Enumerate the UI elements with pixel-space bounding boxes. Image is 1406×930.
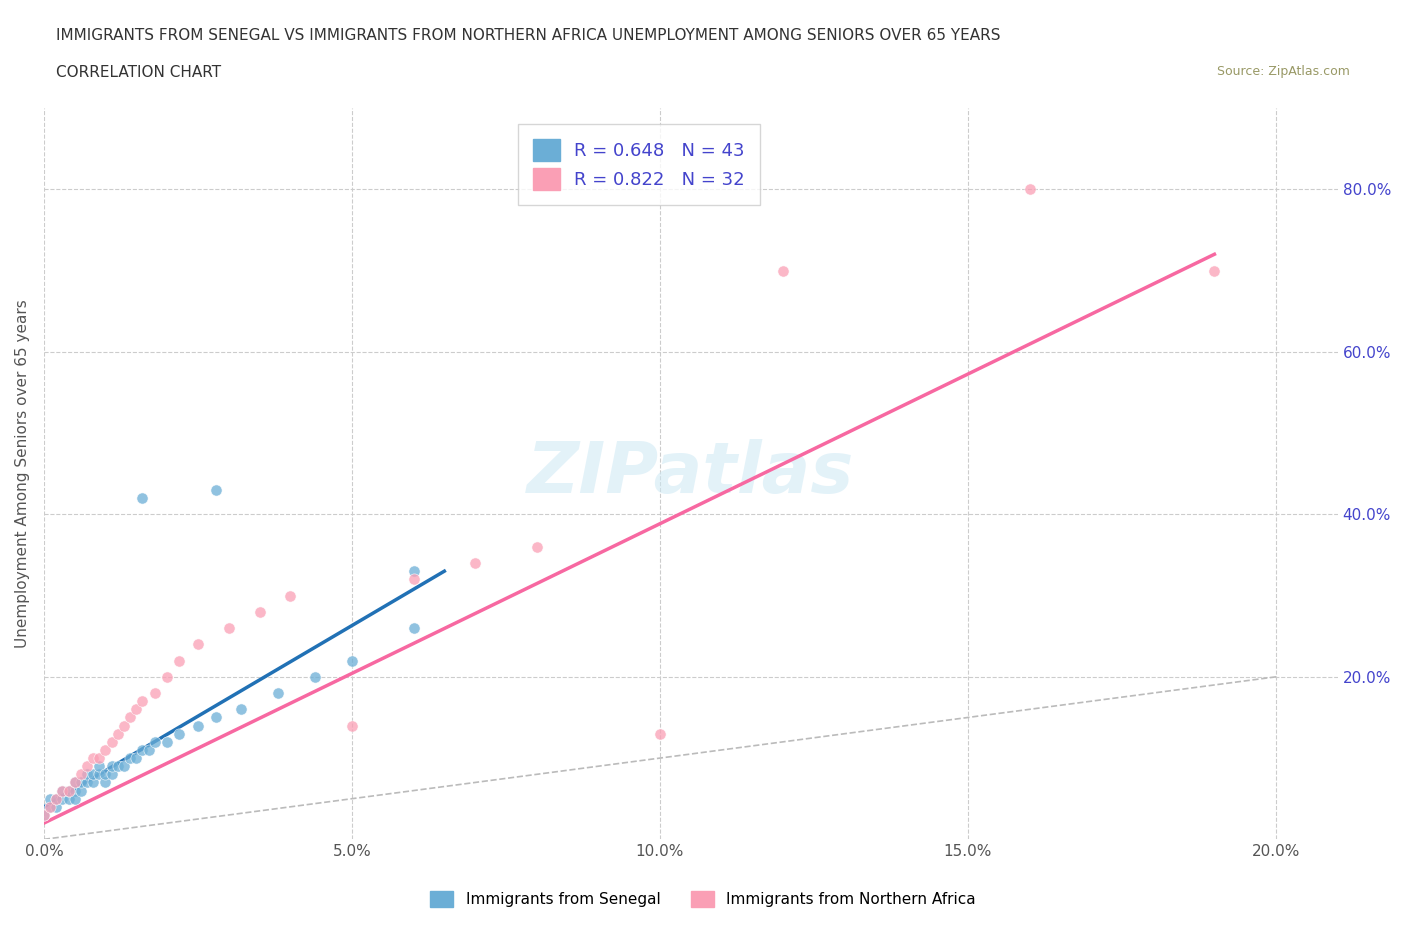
Point (76, 759, 98, 774)
Point (156, 670, 179, 684)
Point (63, 791, 86, 806)
Point (58, 783, 80, 798)
Point (39, 791, 62, 806)
Point (340, 653, 363, 668)
Point (70, 783, 93, 798)
Point (526, 539, 548, 554)
Point (89, 751, 111, 765)
Point (39, 800, 62, 815)
Y-axis label: Unemployment Among Seniors over 65 years: Unemployment Among Seniors over 65 years (15, 299, 30, 648)
Point (120, 751, 142, 765)
Point (107, 759, 129, 774)
Point (63, 783, 86, 798)
Point (169, 726, 191, 741)
Point (82, 775, 104, 790)
Text: CORRELATION CHART: CORRELATION CHART (56, 65, 221, 80)
Point (45, 791, 67, 806)
Text: Source: ZipAtlas.com: Source: ZipAtlas.com (1216, 65, 1350, 78)
Text: ZIPatlas: ZIPatlas (527, 439, 855, 508)
Point (125, 751, 148, 765)
Point (131, 694, 153, 709)
Point (51, 783, 73, 798)
Point (58, 783, 80, 798)
Point (32, 807, 55, 822)
Point (218, 620, 240, 635)
Point (89, 767, 111, 782)
Point (340, 718, 363, 733)
Text: IMMIGRANTS FROM SENEGAL VS IMMIGRANTS FROM NORTHERN AFRICA UNEMPLOYMENT AMONG SE: IMMIGRANTS FROM SENEGAL VS IMMIGRANTS FR… (56, 28, 1001, 43)
Point (100, 735, 122, 750)
Point (112, 759, 135, 774)
Point (39, 800, 62, 815)
Point (187, 637, 209, 652)
Point (32, 807, 55, 822)
Point (402, 620, 425, 635)
Point (51, 783, 73, 798)
Point (1018, 182, 1040, 197)
Point (76, 775, 98, 790)
Point (125, 702, 148, 717)
Legend: R = 0.648   N = 43, R = 0.822   N = 32: R = 0.648 N = 43, R = 0.822 N = 32 (519, 125, 759, 205)
Point (82, 767, 104, 782)
Point (70, 767, 93, 782)
Point (100, 767, 122, 782)
Point (94, 767, 117, 782)
Point (63, 775, 86, 790)
Point (51, 791, 73, 806)
Point (63, 775, 86, 790)
Point (267, 685, 290, 700)
Point (82, 751, 104, 765)
Point (156, 735, 179, 750)
Point (402, 564, 425, 578)
Point (229, 702, 252, 717)
Point (45, 791, 67, 806)
Point (205, 483, 228, 498)
Point (94, 742, 117, 757)
Point (76, 767, 98, 782)
Point (45, 800, 67, 815)
Point (70, 775, 93, 790)
Point (187, 718, 209, 733)
Point (772, 263, 794, 278)
Point (402, 572, 425, 587)
Point (120, 710, 142, 724)
Point (143, 685, 166, 700)
Point (131, 491, 153, 506)
Point (304, 670, 326, 684)
Point (100, 759, 122, 774)
Legend: Immigrants from Senegal, Immigrants from Northern Africa: Immigrants from Senegal, Immigrants from… (425, 884, 981, 913)
Point (112, 718, 135, 733)
Point (143, 735, 166, 750)
Point (94, 775, 117, 790)
Point (138, 742, 160, 757)
Point (1204, 263, 1226, 278)
Point (58, 791, 80, 806)
Point (89, 759, 111, 774)
Point (131, 742, 153, 757)
Point (205, 710, 228, 724)
Point (464, 555, 486, 570)
Point (278, 588, 301, 603)
Point (249, 604, 271, 619)
Point (107, 726, 129, 741)
Point (169, 653, 191, 668)
Point (648, 726, 671, 741)
